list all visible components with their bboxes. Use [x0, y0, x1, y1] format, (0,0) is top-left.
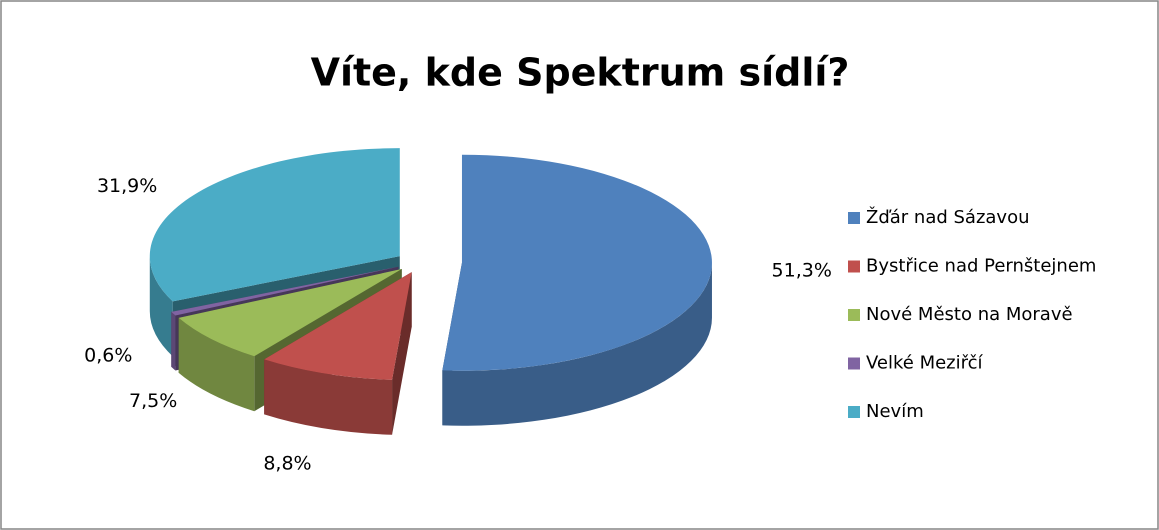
slice-outer-wall	[178, 317, 255, 412]
legend-label: Nevím	[866, 401, 924, 422]
slice	[442, 154, 712, 371]
slice-tops	[149, 148, 712, 380]
slice-outer-wall	[264, 359, 393, 435]
legend-label: Velké Meziřčí	[866, 353, 984, 374]
data-label: 51,3%	[772, 259, 832, 281]
slice-outer-wall	[442, 262, 712, 426]
slice-outer-wall	[149, 256, 173, 357]
slice	[264, 272, 412, 380]
legend-swatch	[848, 406, 860, 418]
slice	[178, 268, 402, 357]
data-label: 31,9%	[97, 175, 157, 197]
legend-swatch	[848, 212, 860, 224]
data-label: 0,6%	[84, 344, 132, 366]
legend-swatch	[848, 260, 860, 273]
legend-label: Žďár nad Sázavou	[866, 206, 1030, 228]
slice	[171, 266, 399, 316]
legend-swatch	[848, 357, 860, 370]
legend-label: Bystřice nad Pernštejnem	[866, 256, 1096, 277]
slice	[149, 148, 400, 302]
data-label: 8,8%	[263, 452, 311, 474]
chart-title: Víte, kde Spektrum sídlí?	[311, 51, 850, 95]
data-label: 7,5%	[129, 390, 177, 412]
legend-label: Nové Město na Moravě	[866, 304, 1073, 325]
legend-swatch	[848, 309, 860, 321]
slice-outer-wall	[171, 311, 176, 371]
